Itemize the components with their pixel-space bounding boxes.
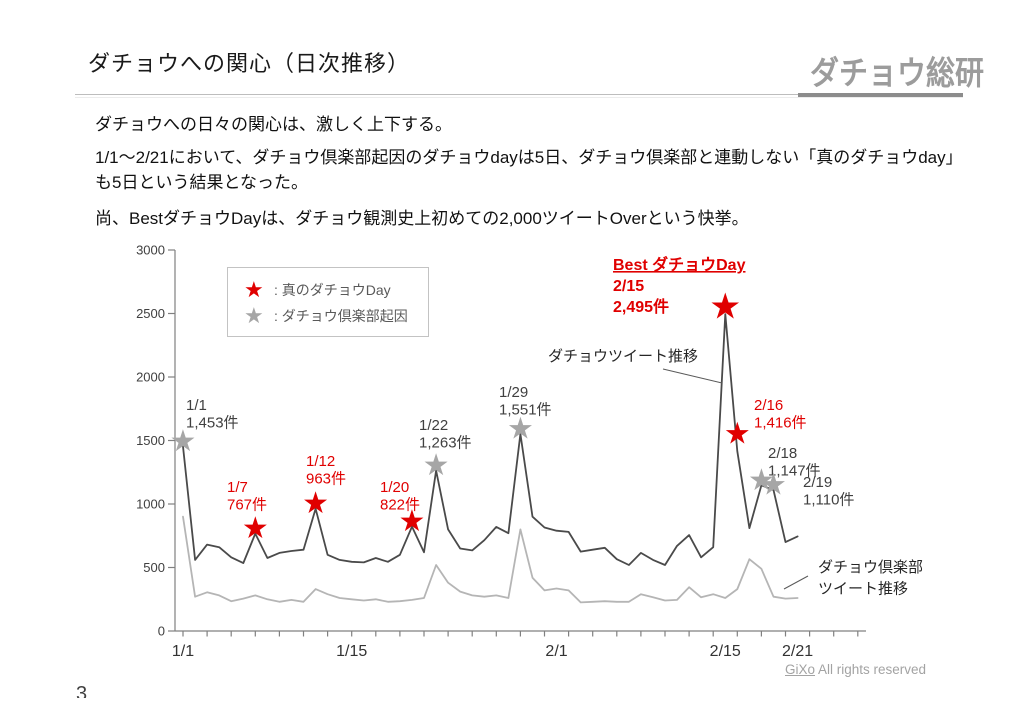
- x-tick-label: 1/1: [172, 643, 194, 660]
- true-day-star-icon: ★: [709, 286, 741, 327]
- leader-line: [662, 368, 723, 384]
- rights-text: All rights reserved: [815, 662, 927, 677]
- y-tick-label: 500: [143, 560, 165, 575]
- club-line-label: ダチョウ倶楽部ツイート推移: [818, 559, 923, 598]
- marker-label: 1/7 767件: [227, 479, 267, 514]
- club-origin-star-icon: ★: [748, 464, 775, 497]
- logo-underline: [798, 93, 963, 97]
- red-star-icon: ★: [244, 277, 264, 302]
- marker-label: 1/20 822件: [380, 479, 420, 514]
- company-logo: ダチョウ総研: [810, 55, 985, 92]
- club-origin-star-icon: ★: [170, 425, 197, 458]
- marker-label: 2/18 1,147件: [768, 445, 821, 480]
- x-tick-label: 2/21: [782, 643, 813, 660]
- ostrich-tweet-line: [182, 313, 799, 566]
- club-origin-star-icon: ★: [507, 413, 534, 446]
- legend-label-club-origin: : ダチョウ倶楽部起因: [274, 308, 408, 324]
- x-tick-label: 1/15: [336, 643, 367, 660]
- true-day-star-icon: ★: [242, 512, 269, 545]
- y-tick-label: 2000: [136, 370, 165, 385]
- x-tick-label: 2/15: [710, 643, 741, 660]
- y-tick-label: 3000: [136, 243, 165, 258]
- marker-label: 1/12 963件: [306, 453, 346, 488]
- header-divider: [75, 94, 963, 98]
- summary-line-2: 1/1～2/21において、ダチョウ倶楽部起因のダチョウdayは5日、ダチョウ倶楽…: [95, 147, 955, 193]
- gray-star-icon: ★: [244, 303, 264, 328]
- page-title: ダチョウへの関心（日次推移）: [88, 51, 411, 76]
- y-tick-label: 0: [158, 624, 165, 639]
- club-origin-star-icon: ★: [760, 469, 787, 502]
- copyright: GiXo All rights reserved: [785, 662, 985, 677]
- chart-legend: ★ : 真のダチョウDay ★ : ダチョウ倶楽部起因: [227, 267, 429, 337]
- summary-line-3: 尚、BestダチョウDayは、ダチョウ観測史上初めての2,000ツイートOver…: [95, 208, 749, 228]
- true-day-star-icon: ★: [724, 418, 751, 451]
- club-tweet-line: [182, 515, 799, 604]
- leader-line: [783, 575, 809, 590]
- marker-label: 2/16 1,416件: [754, 397, 807, 432]
- y-tick-label: 1500: [136, 433, 165, 448]
- true-day-star-icon: ★: [302, 487, 329, 520]
- marker-label: Best ダチョウDay 2/15 2,495件: [613, 255, 746, 316]
- summary-text: ダチョウへの日々の関心は、激しく上下する。 1/1～2/21において、ダチョウ倶…: [95, 112, 955, 238]
- club-origin-star-icon: ★: [423, 449, 450, 482]
- legend-item-club-origin: ★ : ダチョウ倶楽部起因: [244, 303, 420, 329]
- true-day-star-icon: ★: [398, 505, 425, 538]
- legend-label-true-day: : 真のダチョウDay: [274, 282, 391, 298]
- x-tick-label: 2/1: [545, 643, 567, 660]
- page-number: 3: [76, 683, 88, 698]
- y-tick-label: 1000: [136, 497, 165, 512]
- summary-line-1: ダチョウへの日々の関心は、激しく上下する。: [95, 115, 452, 134]
- ostrich-line-label: ダチョウツイート推移: [548, 348, 698, 365]
- y-tick-label: 2500: [136, 306, 165, 321]
- marker-label: 1/29 1,551件: [499, 384, 552, 419]
- marker-label: 1/1 1,453件: [186, 397, 239, 432]
- marker-label: 1/22 1,263件: [419, 417, 472, 452]
- marker-label: 2/19 1,110件: [803, 474, 854, 509]
- brand-name: GiXo: [785, 662, 816, 677]
- legend-item-true-day: ★ : 真のダチョウDay: [244, 277, 420, 303]
